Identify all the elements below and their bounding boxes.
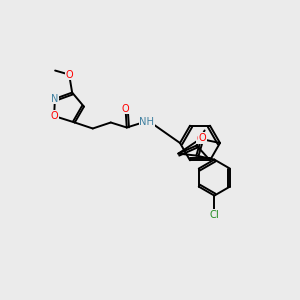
Text: O: O (50, 111, 58, 121)
Text: O: O (199, 133, 206, 142)
Text: O: O (122, 103, 130, 113)
Text: O: O (65, 70, 73, 80)
Text: Cl: Cl (209, 210, 219, 220)
Text: O: O (196, 134, 204, 144)
Text: NH: NH (139, 116, 154, 127)
Text: N: N (51, 94, 58, 104)
